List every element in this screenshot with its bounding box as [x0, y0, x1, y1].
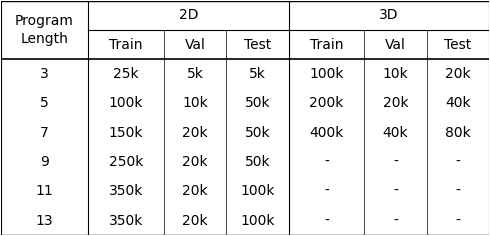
Text: 100k: 100k [109, 96, 143, 110]
Text: -: - [456, 214, 461, 228]
Text: 5k: 5k [249, 67, 266, 81]
Text: 50k: 50k [245, 155, 270, 169]
Text: -: - [456, 184, 461, 198]
Text: 3D: 3D [379, 8, 399, 22]
Text: Train: Train [310, 38, 343, 52]
Text: 20k: 20k [383, 96, 408, 110]
Text: 350k: 350k [109, 184, 143, 198]
Text: 50k: 50k [245, 96, 270, 110]
Text: 100k: 100k [309, 67, 343, 81]
Text: -: - [324, 214, 329, 228]
Text: -: - [393, 184, 398, 198]
Text: 50k: 50k [245, 126, 270, 140]
Text: 9: 9 [40, 155, 49, 169]
Text: 5: 5 [40, 96, 49, 110]
Text: -: - [324, 155, 329, 169]
Text: 10k: 10k [383, 67, 408, 81]
Text: -: - [393, 214, 398, 228]
Text: Train: Train [109, 38, 143, 52]
Text: 3: 3 [40, 67, 49, 81]
Text: 20k: 20k [182, 214, 208, 228]
Text: -: - [393, 155, 398, 169]
Text: 200k: 200k [309, 96, 343, 110]
Text: 20k: 20k [445, 67, 471, 81]
Text: 250k: 250k [109, 155, 143, 169]
Text: 40k: 40k [383, 126, 408, 140]
Text: 7: 7 [40, 126, 49, 140]
Text: 80k: 80k [445, 126, 471, 140]
Text: 5k: 5k [187, 67, 203, 81]
Text: 13: 13 [36, 214, 53, 228]
Text: Val: Val [385, 38, 406, 52]
Text: -: - [456, 155, 461, 169]
Text: -: - [324, 184, 329, 198]
Text: 20k: 20k [182, 126, 208, 140]
Text: 100k: 100k [240, 214, 275, 228]
Text: Program
Length: Program Length [15, 14, 74, 46]
Text: Val: Val [184, 38, 205, 52]
Text: 350k: 350k [109, 214, 143, 228]
Text: 10k: 10k [182, 96, 208, 110]
Text: 40k: 40k [445, 96, 471, 110]
Text: 25k: 25k [113, 67, 139, 81]
Text: Test: Test [444, 38, 471, 52]
Text: 150k: 150k [109, 126, 143, 140]
Text: 400k: 400k [309, 126, 343, 140]
Text: 2D: 2D [179, 8, 198, 22]
Text: 20k: 20k [182, 155, 208, 169]
Text: 20k: 20k [182, 184, 208, 198]
Text: 100k: 100k [240, 184, 275, 198]
Text: 11: 11 [36, 184, 53, 198]
Text: Test: Test [244, 38, 271, 52]
